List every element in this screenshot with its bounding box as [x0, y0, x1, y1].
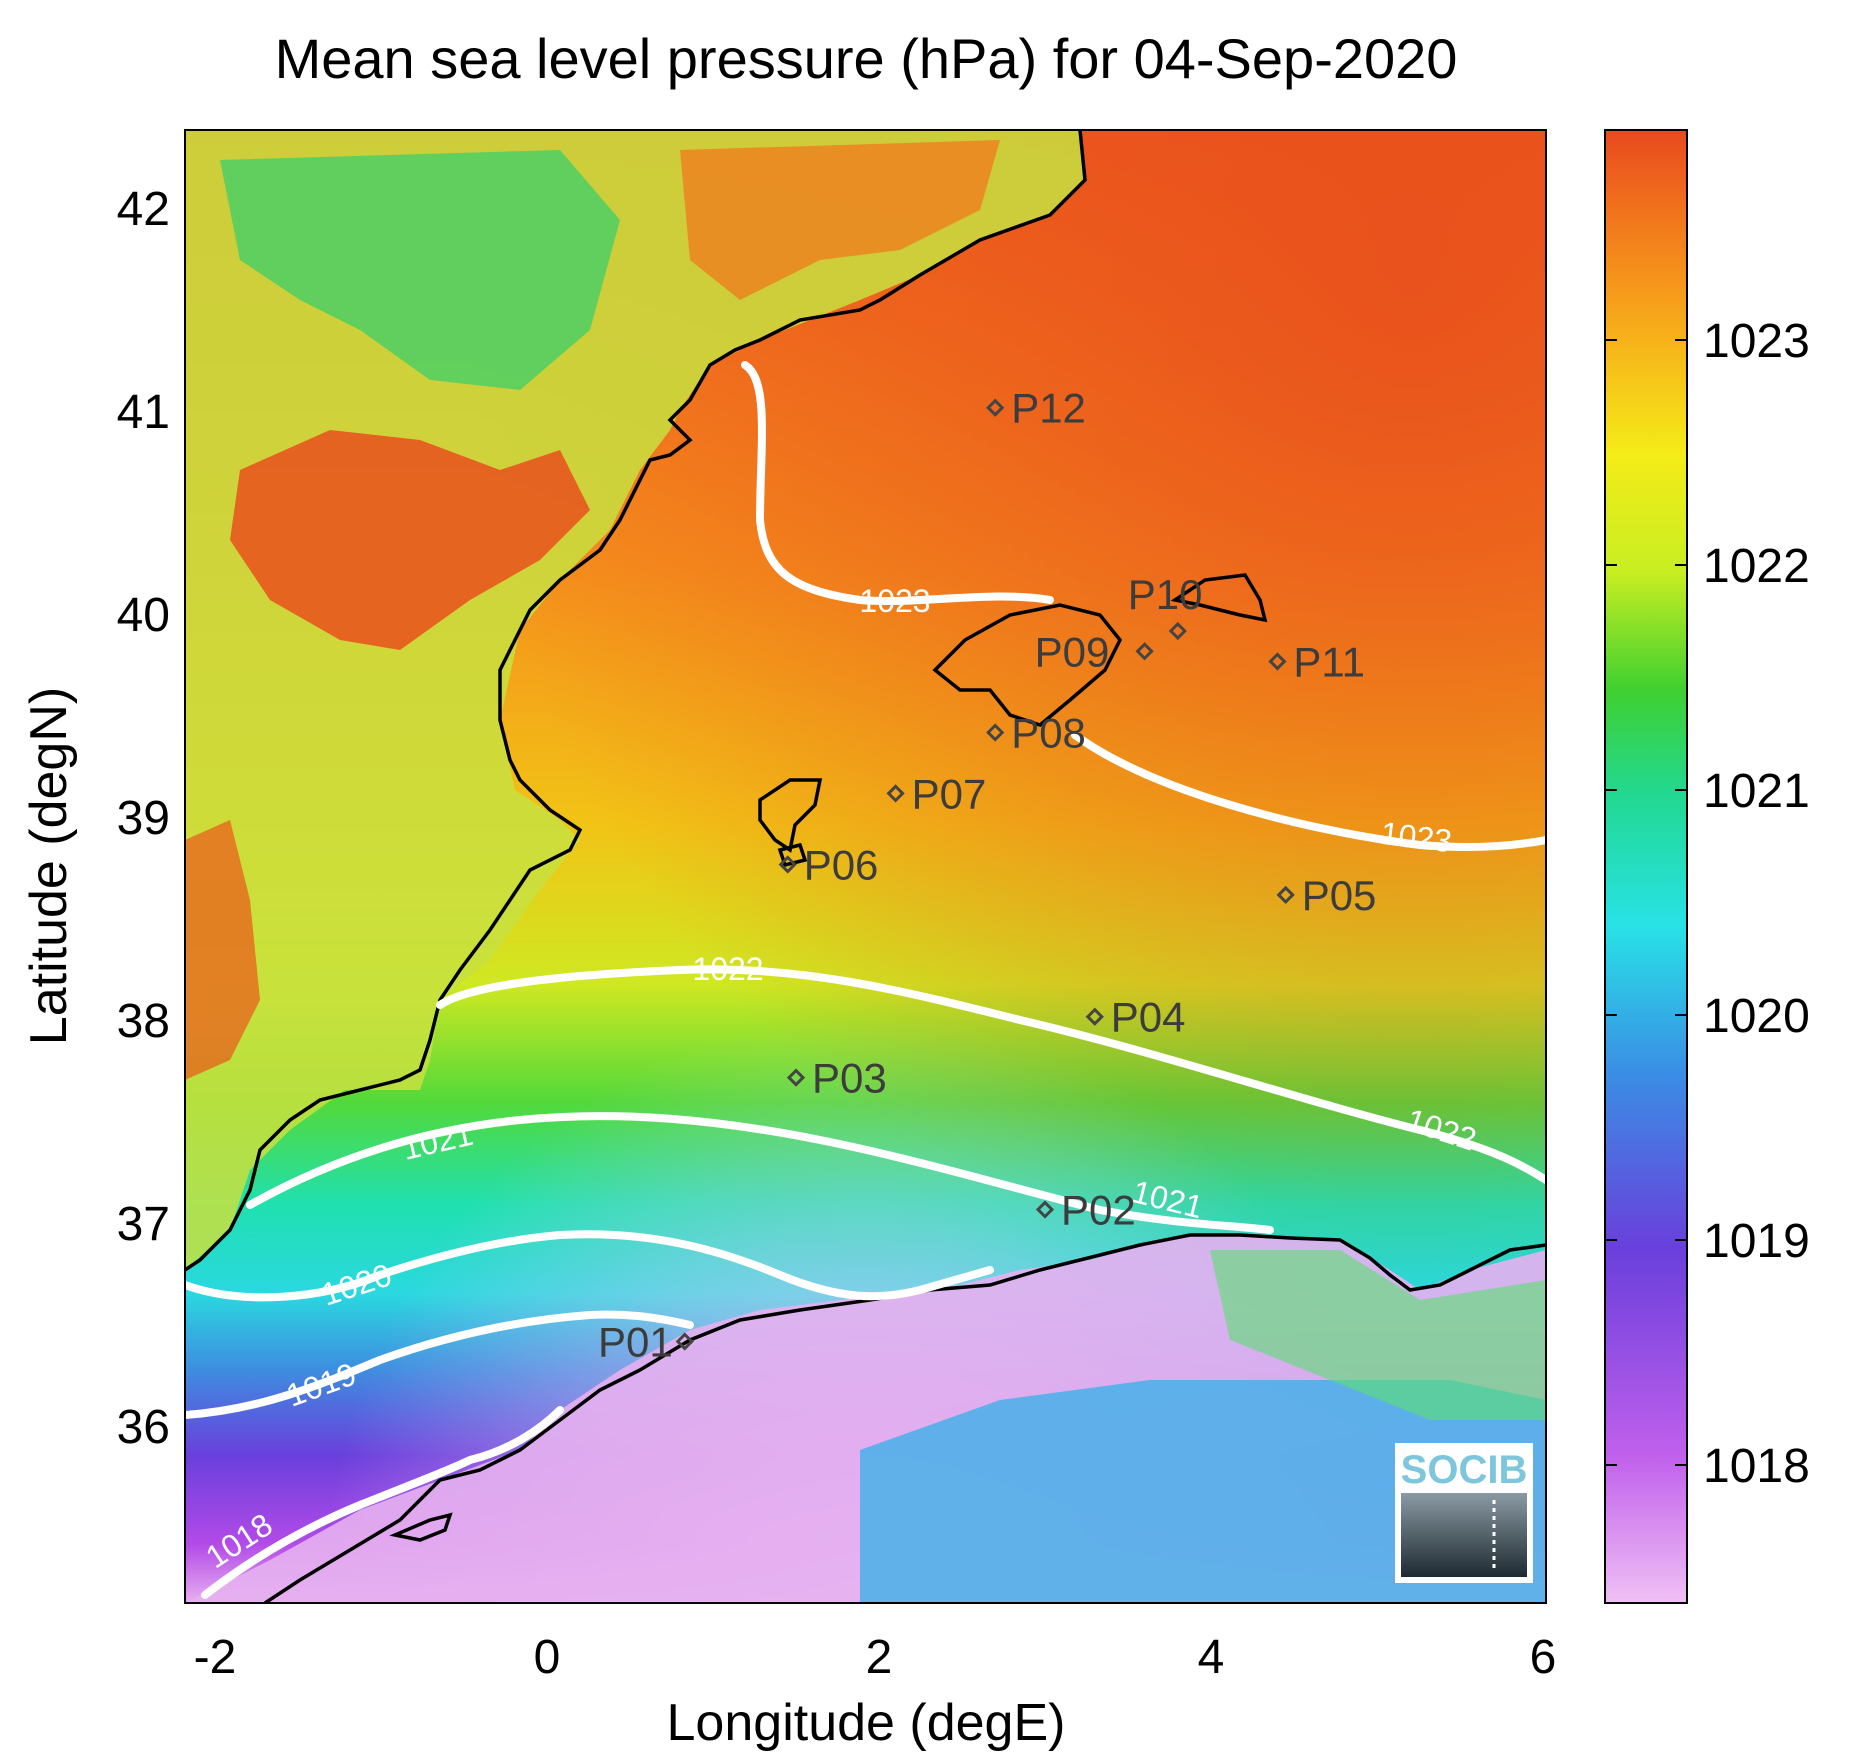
contour-label-1023-a: 1023: [859, 583, 930, 619]
station-marker-icon: [1035, 1200, 1055, 1219]
station-label: P10: [1128, 571, 1203, 618]
station-marker-icon: [1135, 642, 1154, 661]
plot-area: 1023 1023 1022 1022 1021 1021 1020 1019 …: [185, 130, 1546, 1603]
logo-image: [1401, 1493, 1527, 1577]
station-point-p11: P11: [1268, 638, 1365, 685]
station-point-p03: P03: [786, 1055, 887, 1102]
station-marker-icon: [986, 723, 1005, 742]
station-point-p12: P12: [986, 385, 1086, 432]
isobar-1022: [436, 965, 1546, 1184]
station-label: P02: [1061, 1187, 1136, 1234]
colorbar-tick-label: 1023: [1703, 315, 1810, 368]
isobar-1023-east: [1071, 731, 1546, 852]
station-marker-icon: [1276, 885, 1295, 905]
island-menorca: [1170, 573, 1268, 623]
island-mallorca: [932, 603, 1123, 727]
iberia-green-highlands: [220, 150, 620, 390]
station-marker-icon: [886, 784, 905, 803]
station-label: P06: [804, 841, 879, 888]
y-tick-label: 37: [117, 1198, 170, 1251]
logo-text: SOCIB: [1401, 1448, 1528, 1492]
station-marker-icon: [986, 398, 1005, 417]
station-label: P04: [1111, 994, 1186, 1041]
y-tick-label: 39: [117, 792, 170, 845]
station-marker-icon: [675, 1332, 694, 1351]
colorbar-ramp: [1604, 129, 1688, 1604]
y-tick-label: 40: [117, 589, 170, 642]
station-label: P07: [912, 770, 987, 817]
isobar-1021: [246, 1112, 1274, 1234]
colorbar: 1018 1019 1020 1021 1022 1023: [1604, 129, 1810, 1604]
iberia-red-mountains: [230, 430, 590, 650]
socib-logo: SOCIB: [1395, 1443, 1533, 1583]
station-point-p09: P09: [1035, 628, 1154, 675]
map-title: Mean sea level pressure (hPa) for 04-Sep…: [275, 27, 1458, 90]
station-point-p10: P10: [1128, 571, 1203, 641]
iberia-red-southwest: [185, 820, 260, 1080]
x-tick-label: 6: [1530, 1631, 1557, 1684]
colorbar-tick-label: 1018: [1703, 1440, 1810, 1493]
y-tick-label: 41: [117, 386, 170, 439]
station-point-p04: P04: [1085, 994, 1186, 1041]
station-point-p05: P05: [1276, 872, 1377, 919]
station-point-p07: P07: [886, 770, 987, 817]
station-marker-icon: [1268, 652, 1287, 671]
station-marker-icon: [786, 1068, 806, 1087]
isobars: [185, 361, 1546, 1599]
coastline-africa: [264, 1233, 1546, 1603]
x-tick-label: 2: [866, 1631, 893, 1684]
station-marker-icon: [778, 855, 797, 874]
iberia-orange-ridge: [680, 140, 1000, 300]
station-point-p01: P01: [598, 1319, 694, 1366]
plot-frame: [184, 129, 1547, 1604]
colorbar-tick-label: 1021: [1703, 765, 1810, 818]
y-axis: 36 37 38 39 40 41 42 Latitude (degN): [20, 183, 170, 1454]
station-point-p02: P02: [1035, 1187, 1136, 1234]
colorbar-tick-label: 1019: [1703, 1215, 1810, 1268]
island-ibiza: [758, 778, 823, 853]
africa-blue-east: [860, 1380, 1546, 1603]
colorbar-tick-label: 1022: [1703, 540, 1810, 593]
station-label: P01: [598, 1319, 673, 1366]
station-point-p08: P08: [986, 710, 1086, 757]
y-tick-label: 38: [117, 995, 170, 1048]
station-marker-icon: [1085, 1007, 1104, 1026]
africa-green-coast: [1210, 1250, 1546, 1420]
x-tick-label: 4: [1198, 1631, 1225, 1684]
x-axis-label: Longitude (degE): [667, 1694, 1066, 1752]
station-label: P08: [1011, 710, 1086, 757]
isobar-1018: [201, 1406, 564, 1599]
x-axis: -2 0 2 4 6 Longitude (degE): [194, 1631, 1557, 1752]
station-label: P09: [1035, 628, 1110, 675]
isobar-1023-north: [741, 361, 1054, 606]
y-tick-label: 42: [117, 183, 170, 236]
y-axis-label: Latitude (degN): [20, 687, 78, 1045]
station-label: P05: [1302, 872, 1377, 919]
x-tick-label: 0: [534, 1631, 561, 1684]
contour-label-1023-b: 1023: [1379, 815, 1454, 859]
station-label: P12: [1011, 385, 1086, 432]
station-marker-icon: [1168, 621, 1187, 641]
station-point-p06: P06: [778, 841, 879, 888]
station-label: P03: [812, 1055, 887, 1102]
isobar-1020: [185, 1230, 994, 1302]
coastline-iberia: [185, 130, 1087, 1272]
colorbar-ticks: [1605, 339, 1687, 1466]
station-label: P11: [1293, 638, 1365, 685]
x-tick-label: -2: [194, 1631, 237, 1684]
station-points: P01 P02 P03 P04 P05 P06 P07 P08 P09 P10 P11 P12: [598, 385, 1376, 1366]
isobar-1019: [185, 1310, 694, 1419]
y-tick-label: 36: [117, 1401, 170, 1454]
island-alboran: [389, 1512, 453, 1542]
iberia-land: [185, 130, 1085, 1270]
contour-label-1022-a: 1022: [692, 951, 763, 987]
colorbar-tick-label: 1020: [1703, 990, 1810, 1043]
